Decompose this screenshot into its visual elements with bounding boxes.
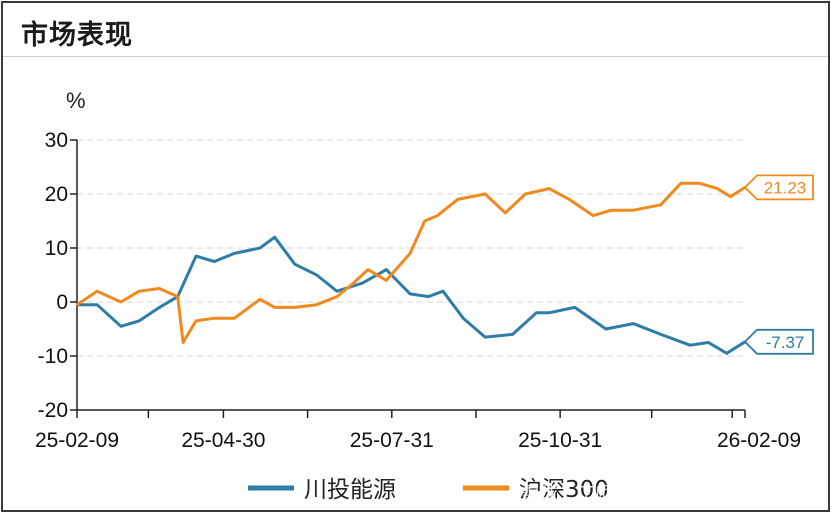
data-point	[716, 187, 719, 190]
legend: 川投能源 沪深300	[248, 477, 609, 503]
y-axis-ticks: -20 -10 0 10 20 30	[38, 129, 77, 422]
y-tick-label: -20	[38, 399, 68, 422]
end-labels: -7.37 21.23	[743, 174, 814, 355]
data-point	[436, 214, 439, 217]
data-point	[659, 333, 663, 336]
legend-label: 沪深300	[519, 477, 609, 503]
end-label-text: 21.23	[764, 178, 807, 197]
data-point	[408, 292, 412, 296]
data-point	[315, 303, 318, 306]
data-point	[258, 298, 262, 301]
data-point	[352, 281, 355, 285]
data-point	[573, 306, 576, 309]
data-point	[632, 322, 635, 325]
y-tick-label: -10	[38, 345, 68, 368]
data-point	[258, 246, 262, 250]
y-tick-label: 10	[45, 237, 68, 260]
data-point	[335, 290, 339, 293]
data-point	[659, 203, 663, 206]
data-point	[181, 341, 185, 344]
y-axis-unit-label: %	[66, 88, 86, 113]
data-point	[441, 290, 445, 293]
data-point	[423, 219, 426, 223]
data-point	[293, 306, 296, 309]
x-axis-ticks: 25-02-09 25-04-30 25-07-31 25-10-31 26-02-09	[35, 410, 801, 452]
data-point	[729, 195, 732, 198]
data-point	[679, 182, 683, 185]
data-point	[335, 295, 339, 298]
legend-item-1: 川投能源	[248, 477, 396, 503]
data-point	[483, 335, 487, 339]
data-point	[119, 300, 123, 304]
series-lines	[75, 181, 747, 355]
data-point	[547, 311, 551, 314]
legend-label: 川投能源	[304, 477, 396, 503]
x-tick-label: 25-02-09	[35, 429, 119, 452]
data-point	[427, 295, 430, 298]
data-point	[194, 254, 198, 258]
axes	[76, 140, 745, 411]
end-label-text: -7.37	[766, 333, 805, 352]
y-tick-label: 20	[45, 183, 68, 206]
legend-item-2: 沪深300	[463, 477, 609, 503]
data-point	[511, 333, 514, 336]
series-line-1	[77, 235, 746, 355]
x-tick-label: 25-04-30	[181, 429, 265, 452]
data-point	[233, 252, 236, 255]
data-point	[176, 295, 179, 298]
data-point	[632, 209, 635, 212]
series-line-2	[76, 181, 746, 344]
data-point	[483, 192, 487, 196]
data-point	[604, 327, 608, 331]
data-point	[385, 268, 388, 271]
data-point	[293, 263, 296, 266]
data-point	[535, 311, 538, 314]
data-point	[138, 290, 141, 293]
x-tick-label: 26-02-09	[717, 429, 801, 452]
x-tick-label: 25-07-31	[350, 429, 434, 452]
data-point	[273, 236, 276, 239]
data-point	[688, 344, 692, 347]
data-point	[461, 317, 465, 320]
data-point	[158, 306, 161, 309]
data-point	[119, 325, 123, 328]
data-point	[233, 317, 236, 320]
card-header: 市场表现	[3, 3, 828, 57]
x-tick-label: 25-10-31	[518, 429, 602, 452]
data-point	[524, 192, 527, 196]
data-point	[138, 319, 141, 323]
data-point	[707, 341, 710, 344]
data-point	[194, 319, 198, 323]
data-point	[315, 273, 318, 277]
page-title: 市场表现	[21, 20, 133, 51]
data-point	[568, 198, 571, 201]
data-point	[408, 252, 412, 255]
end-label-1: -7.37	[743, 328, 814, 355]
data-point	[725, 352, 728, 355]
data-point	[610, 209, 613, 212]
data-point	[158, 287, 161, 290]
data-point	[385, 279, 388, 282]
y-tick-label: 30	[45, 129, 68, 152]
data-point	[698, 182, 701, 185]
data-point	[213, 317, 216, 320]
data-point	[456, 198, 459, 201]
data-point	[75, 303, 79, 306]
data-point	[366, 268, 370, 271]
data-point	[95, 303, 99, 306]
data-point	[361, 281, 364, 285]
data-point	[213, 260, 216, 263]
end-label-box	[743, 328, 814, 355]
data-point	[95, 290, 99, 293]
end-label-box	[743, 174, 814, 201]
end-label-2: 21.23	[743, 174, 814, 201]
data-point	[504, 211, 507, 215]
data-point	[273, 306, 276, 309]
data-point	[591, 214, 595, 217]
y-tick-label: 0	[56, 291, 68, 314]
watermark: 雪球 · 丁师傅带我穿越牛熊	[520, 483, 747, 505]
data-point	[547, 187, 551, 190]
